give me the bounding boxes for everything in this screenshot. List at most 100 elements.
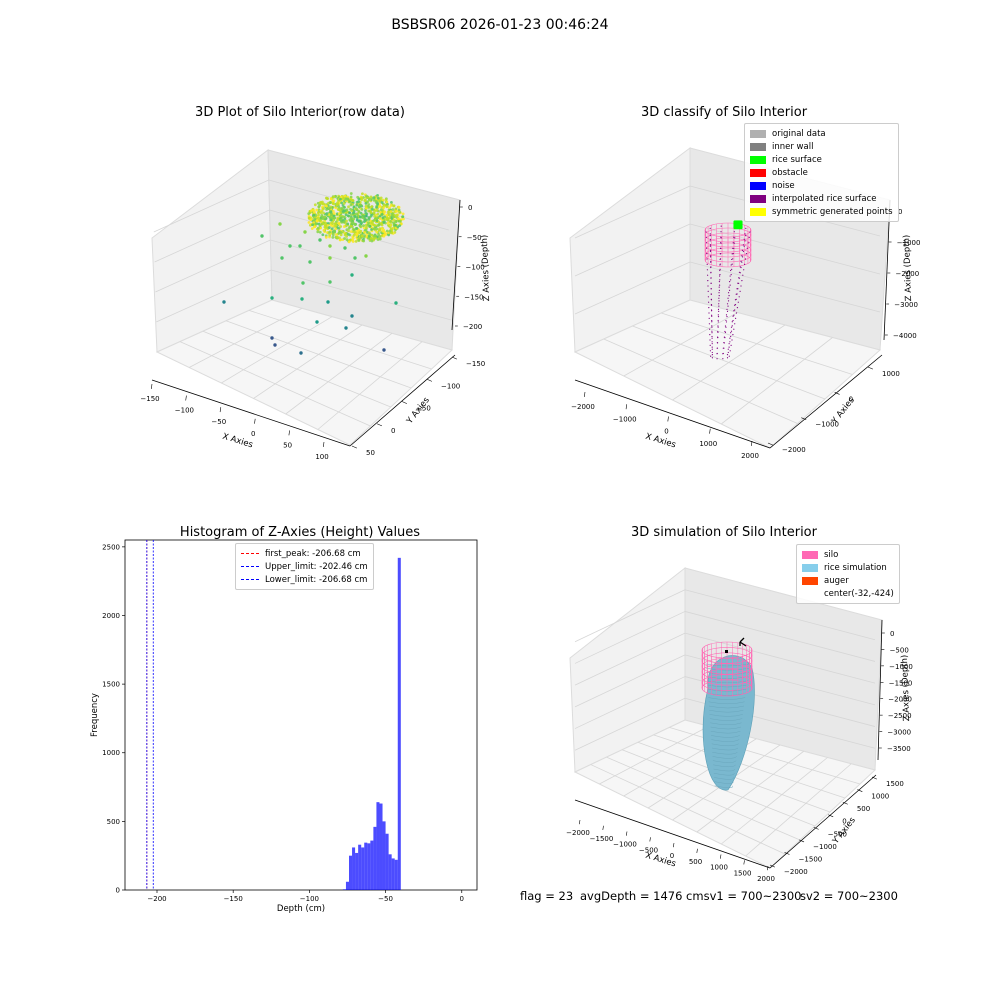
- interpolated-point: [727, 351, 729, 354]
- data-point: [363, 215, 367, 218]
- grid-line: [574, 632, 686, 686]
- data-point: [397, 205, 401, 209]
- interpolated-point: [726, 310, 729, 313]
- interpolated-point: [719, 253, 721, 255]
- interpolated-point: [725, 319, 727, 322]
- histogram-bar: [355, 852, 359, 890]
- interpolated-point: [730, 264, 732, 266]
- interpolated-point: [722, 353, 724, 355]
- data-point: [334, 227, 338, 231]
- rice-contour: [713, 764, 736, 768]
- data-point: [389, 204, 393, 208]
- histogram-title: Histogram of Z-Axies (Height) Values: [180, 525, 420, 540]
- grid-lines: [153, 179, 452, 430]
- histogram-bar: [394, 859, 398, 890]
- interpolated-point: [728, 289, 731, 291]
- data-point: [358, 224, 362, 228]
- interpolated-point: [711, 343, 713, 345]
- y-tick-label: 500: [107, 818, 120, 826]
- center-marker: [725, 650, 728, 653]
- interpolated-point: [744, 240, 746, 242]
- histogram-bar: [376, 802, 380, 890]
- interpolated-point: [711, 351, 713, 354]
- grid-line: [188, 307, 303, 368]
- interpolated-point: [709, 339, 711, 341]
- tick-label: −150: [464, 293, 483, 301]
- interpolated-point: [740, 285, 742, 287]
- data-point: [311, 223, 314, 227]
- tick-label: −1000: [813, 843, 837, 851]
- interpolated-point: [709, 244, 712, 246]
- grid-line: [225, 320, 412, 389]
- data-point: [370, 221, 374, 224]
- data-point: [324, 196, 328, 200]
- data-point: [321, 233, 325, 237]
- data-point: [368, 232, 371, 236]
- data-point: [366, 204, 370, 208]
- interpolated-point: [719, 268, 721, 270]
- data-point: [331, 209, 335, 213]
- z-axis-label: Z Axies (Depth): [902, 235, 914, 302]
- data-point: [382, 234, 386, 238]
- grid-line: [684, 632, 876, 684]
- interpolated-point: [716, 347, 718, 349]
- data-point: [328, 215, 332, 219]
- data-point: [382, 348, 386, 352]
- interpolated-point: [711, 335, 713, 338]
- data-point: [389, 223, 393, 227]
- interpolated-point: [739, 290, 741, 292]
- tick-label: 50: [283, 441, 292, 449]
- grid-line: [689, 223, 881, 275]
- panel-raw-3d: 3D Plot of Silo Interior(row data) −150−…: [140, 105, 492, 461]
- interpolated-point: [706, 263, 708, 265]
- tick-label: −500: [890, 646, 909, 654]
- x-tick-label: 0: [460, 895, 464, 903]
- interpolated-point: [710, 293, 712, 295]
- data-point: [328, 256, 332, 260]
- histogram-bar: [345, 881, 349, 890]
- interpolated-point: [740, 266, 742, 269]
- data-point: [351, 199, 355, 203]
- data-point: [360, 207, 364, 211]
- data-point: [324, 224, 328, 228]
- interpolated-point: [711, 315, 713, 317]
- tick-mark: [426, 378, 433, 382]
- interpolated-point: [725, 326, 727, 328]
- data-point: [385, 213, 389, 217]
- interpolated-point: [743, 238, 745, 240]
- legend-label: auger: [824, 575, 849, 586]
- data-point: [332, 195, 336, 199]
- data-point: [364, 254, 368, 258]
- interpolated-point: [719, 258, 721, 261]
- rice-contour: [712, 760, 737, 763]
- tick-mark: [720, 854, 722, 859]
- data-point: [355, 208, 359, 212]
- legend-label: rice surface: [772, 154, 822, 165]
- interpolated-point: [708, 323, 711, 325]
- tick-label: −1500: [799, 855, 823, 863]
- data-point: [368, 224, 372, 228]
- interpolated-point: [730, 269, 732, 272]
- data-point: [399, 222, 403, 226]
- data-point: [394, 220, 398, 224]
- interpolated-point: [735, 293, 737, 295]
- data-point: [364, 201, 368, 205]
- grid-line: [574, 697, 686, 751]
- data-point: [394, 210, 398, 213]
- data-point: [369, 211, 373, 214]
- simulation-shapes: [701, 637, 755, 791]
- data-point: [336, 208, 340, 211]
- data-point: [373, 224, 377, 227]
- data-point: [329, 210, 333, 214]
- data-point: [375, 230, 379, 234]
- interpolated-point: [711, 330, 713, 332]
- plot-frame: [124, 539, 478, 891]
- interpolated-point: [742, 274, 744, 276]
- data-point: [280, 256, 284, 260]
- grid-line: [156, 269, 272, 323]
- tick-label: −100: [466, 264, 485, 272]
- interpolated-point: [709, 350, 712, 352]
- tick-label: −200: [463, 323, 482, 331]
- data-point: [395, 213, 399, 217]
- x-axis-label: Depth (cm): [277, 904, 325, 914]
